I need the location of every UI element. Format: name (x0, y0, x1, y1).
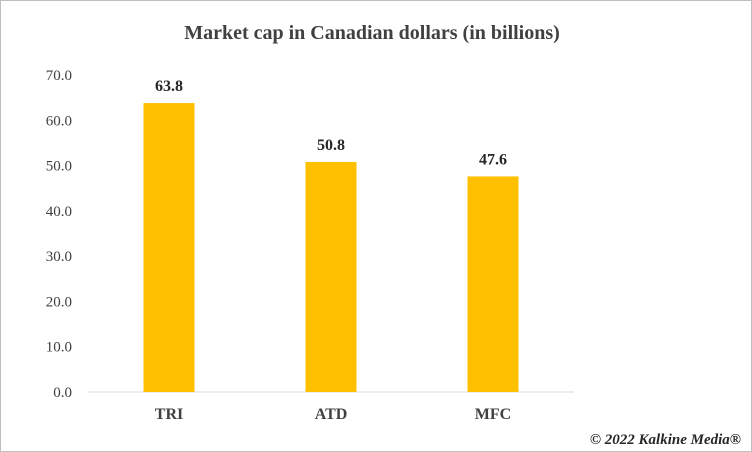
x-tick-label: MFC (475, 406, 511, 423)
y-tick-label: 60.0 (46, 113, 72, 129)
bars: 63.8 50.8 47.6 (143, 78, 519, 392)
y-tick-label: 40.0 (46, 204, 72, 220)
y-tick-label: 30.0 (46, 249, 72, 265)
x-axis: TRI ATD MFC (155, 406, 511, 423)
x-tick-label: TRI (155, 406, 183, 423)
bar-tri (143, 103, 195, 392)
y-tick-label: 50.0 (46, 159, 72, 175)
data-label: 63.8 (155, 78, 183, 95)
y-tick-label: 0.0 (53, 385, 72, 401)
copyright-watermark: © 2022 Kalkine Media® (590, 432, 741, 448)
data-label: 47.6 (479, 151, 507, 168)
y-tick-label: 10.0 (46, 340, 72, 356)
data-label: 50.8 (317, 137, 345, 154)
bar-mfc (467, 176, 519, 392)
x-tick-label: ATD (315, 406, 348, 423)
bar-atd (305, 161, 357, 392)
y-tick-label: 70.0 (46, 68, 72, 84)
y-axis: 0.0 10.0 20.0 30.0 40.0 50.0 60.0 70.0 (46, 68, 72, 401)
chart-title: Market cap in Canadian dollars (in billi… (184, 22, 560, 44)
y-tick-label: 20.0 (46, 294, 72, 310)
